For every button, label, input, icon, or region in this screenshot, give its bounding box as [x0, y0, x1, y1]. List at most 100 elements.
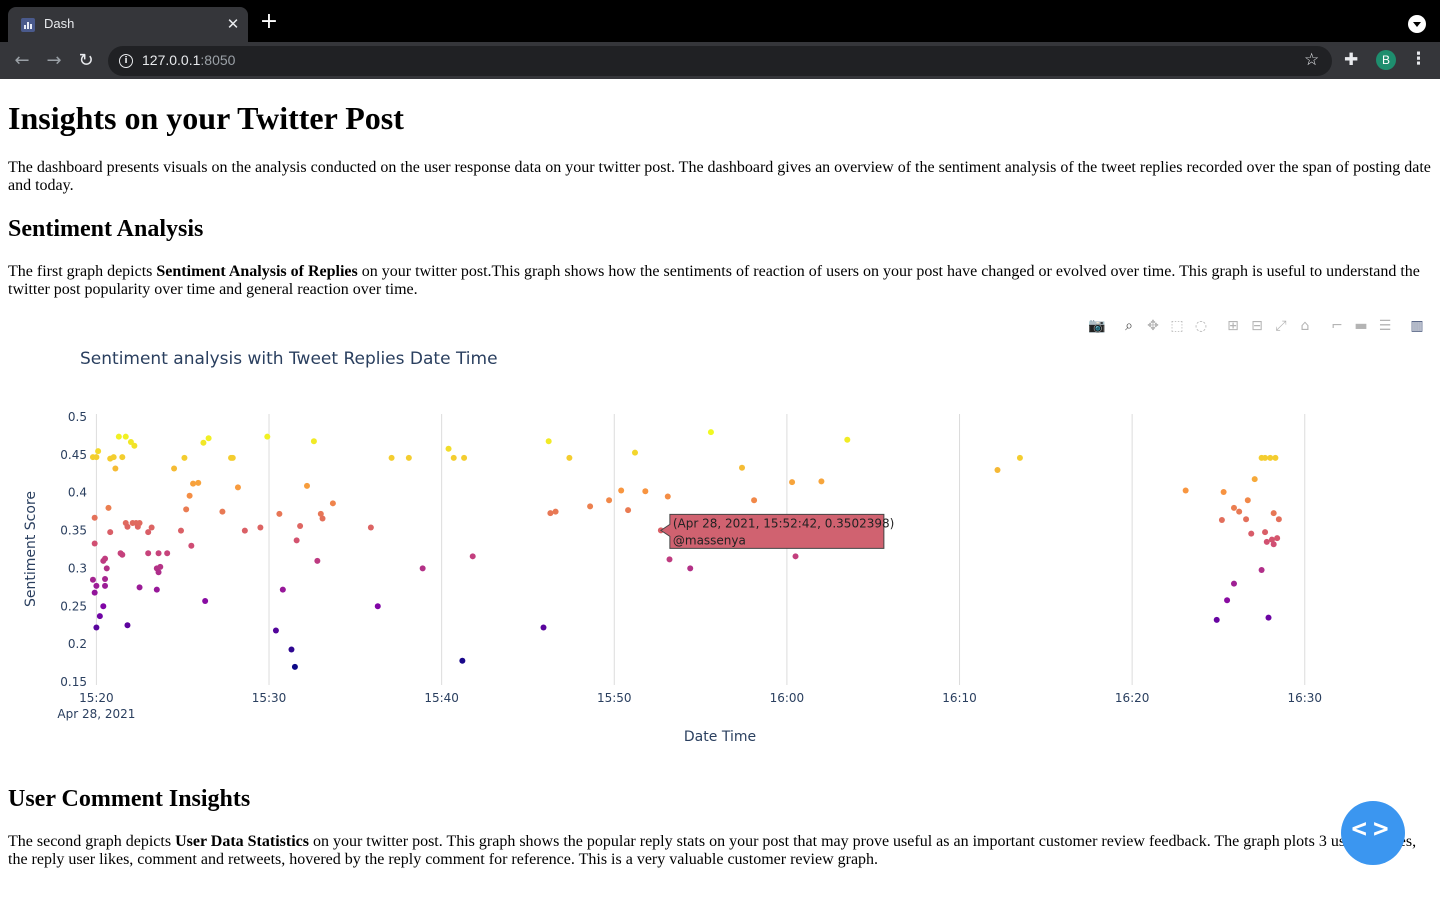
- data-point: [188, 542, 195, 549]
- data-point: [606, 497, 613, 504]
- browser-toolbar: ← → ↻ i 127.0.0.1:8050 ☆ ✚ B ⋮: [0, 42, 1440, 79]
- x-axis-title: Date Time: [684, 729, 756, 745]
- plot-modebar: 📷 ⌕ ✥ ⬚ ◌ ⊞ ⊟ ⤢ ⌂ ⌐ ▬ ☰ ▥: [1088, 317, 1428, 337]
- data-point: [145, 529, 152, 536]
- reset-axes-icon[interactable]: ⌂: [1300, 318, 1310, 334]
- url-text[interactable]: 127.0.0.1:8050: [142, 52, 235, 68]
- x-tick-label: 16:30: [1287, 691, 1322, 705]
- plotly-logo-icon[interactable]: ▥: [1410, 318, 1424, 334]
- forward-icon[interactable]: →: [46, 50, 62, 71]
- data-point: [136, 584, 143, 591]
- data-point: [276, 510, 283, 517]
- hover-closest-icon[interactable]: ▬: [1354, 318, 1368, 334]
- camera-icon[interactable]: 📷: [1088, 318, 1106, 334]
- emphasis-text: Sentiment Analysis of Replies: [156, 263, 358, 280]
- data-point: [171, 465, 178, 472]
- data-point: [272, 627, 279, 634]
- data-point: [1218, 516, 1225, 523]
- x-tick-label: 16:10: [942, 691, 977, 705]
- y-tick-label: 0.2: [68, 637, 87, 651]
- data-point: [792, 553, 799, 560]
- data-point: [666, 556, 673, 563]
- chart-svg[interactable]: Sentiment analysis with Tweet Replies Da…: [0, 312, 1440, 772]
- data-point: [329, 500, 336, 507]
- data-point: [552, 508, 559, 515]
- autoscale-icon[interactable]: ⤢: [1275, 318, 1287, 334]
- data-point: [419, 565, 426, 572]
- zoom-in-icon[interactable]: ⊞: [1227, 318, 1239, 334]
- y-tick-label: 0.4: [68, 486, 87, 500]
- data-point: [469, 553, 476, 560]
- data-point: [461, 454, 468, 461]
- box-select-icon[interactable]: ⬚: [1170, 318, 1184, 334]
- data-point: [631, 449, 638, 456]
- y-tick-label: 0.25: [60, 599, 87, 613]
- data-point: [566, 454, 573, 461]
- data-point: [1268, 536, 1275, 543]
- data-point: [190, 480, 197, 487]
- kebab-menu-icon[interactable]: ⋮: [1410, 49, 1427, 69]
- data-point: [100, 603, 107, 610]
- avatar[interactable]: B: [1376, 50, 1396, 70]
- data-point: [1230, 580, 1237, 587]
- data-point: [102, 555, 109, 562]
- data-point: [124, 523, 131, 530]
- url-port: :8050: [200, 52, 236, 68]
- data-point: [136, 520, 143, 526]
- extensions-icon[interactable]: ✚: [1344, 50, 1359, 70]
- data-point: [388, 454, 395, 461]
- data-point: [1016, 454, 1023, 461]
- data-point: [112, 465, 119, 472]
- address-bar[interactable]: i 127.0.0.1:8050 ☆: [108, 46, 1332, 76]
- data-point: [195, 479, 202, 486]
- data-point: [155, 550, 162, 557]
- sentiment-scatter-chart[interactable]: Sentiment analysis with Tweet Replies Da…: [0, 312, 1440, 772]
- data-point: [234, 484, 241, 491]
- pan-icon[interactable]: ✥: [1147, 318, 1159, 334]
- data-point: [110, 454, 117, 461]
- tab-search-icon[interactable]: [1408, 15, 1426, 33]
- spike-lines-icon[interactable]: ⌐: [1331, 318, 1343, 334]
- data-point: [1224, 597, 1231, 604]
- reload-icon[interactable]: ↻: [78, 50, 94, 71]
- info-icon[interactable]: i: [119, 54, 133, 68]
- zoom-icon[interactable]: ⌕: [1125, 318, 1133, 334]
- data-point: [124, 622, 131, 629]
- data-point: [1265, 614, 1272, 621]
- x-tick-label: 16:00: [770, 691, 805, 705]
- page-title: Insights on your Twitter Post: [8, 100, 404, 136]
- data-point: [319, 515, 326, 522]
- data-point: [739, 464, 746, 471]
- data-point: [540, 624, 547, 631]
- y-tick-label: 0.45: [60, 448, 87, 462]
- data-point: [1263, 538, 1270, 545]
- data-point: [115, 433, 122, 440]
- data-point: [618, 487, 625, 494]
- hover-compare-icon[interactable]: ☰: [1378, 318, 1392, 334]
- dash-devtools-button[interactable]: <>: [1341, 801, 1405, 865]
- plus-icon[interactable]: +: [259, 9, 279, 34]
- data-point: [587, 503, 594, 510]
- x-tick-label: 16:20: [1115, 691, 1150, 705]
- browser-tab[interactable]: Dash ✕: [8, 7, 248, 42]
- zoom-out-icon[interactable]: ⊟: [1251, 318, 1263, 334]
- close-icon[interactable]: ✕: [226, 15, 240, 33]
- intro-paragraph: The dashboard presents visuals on the an…: [8, 159, 1431, 194]
- x-tick-label: 15:40: [424, 691, 459, 705]
- x-tick-label: 15:30: [252, 691, 287, 705]
- star-icon[interactable]: ☆: [1304, 50, 1320, 70]
- data-point: [91, 514, 98, 521]
- data-point: [122, 433, 129, 440]
- data-point: [119, 454, 126, 461]
- y-tick-label: 0.5: [68, 410, 87, 424]
- data-point: [1275, 516, 1282, 523]
- data-point: [153, 586, 160, 593]
- data-point: [95, 448, 102, 455]
- data-point: [1251, 476, 1258, 483]
- lasso-icon[interactable]: ◌: [1194, 318, 1208, 334]
- data-point: [310, 438, 317, 445]
- data-point: [1182, 487, 1189, 494]
- back-icon[interactable]: ←: [14, 50, 30, 71]
- data-point: [148, 524, 155, 531]
- data-point: [241, 527, 248, 534]
